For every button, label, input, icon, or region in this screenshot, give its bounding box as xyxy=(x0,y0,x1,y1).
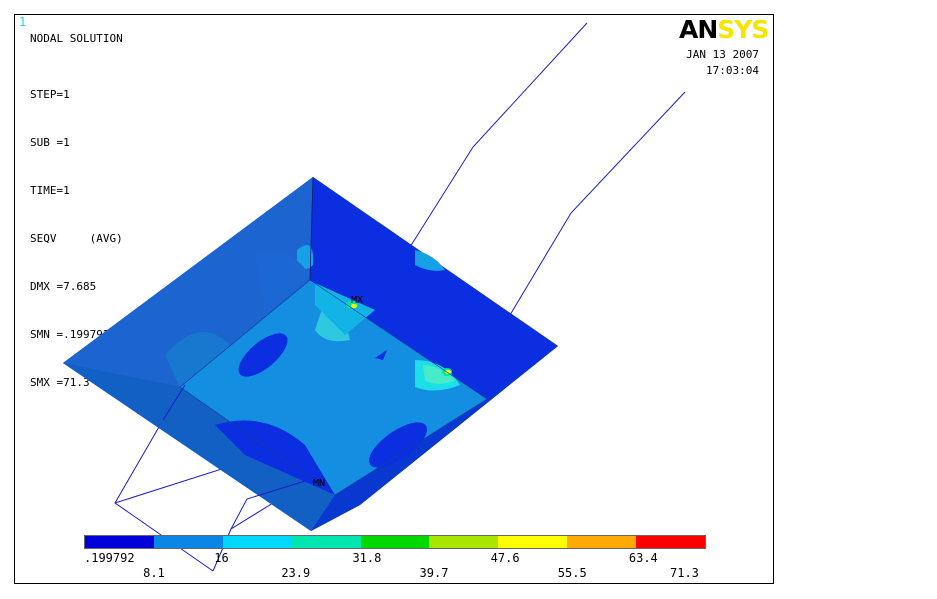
legend-label-bottom: 55.5 xyxy=(557,566,587,580)
legend-band-4 xyxy=(291,536,361,548)
legend-band-9 xyxy=(636,536,706,548)
param-dmx: DMX =7.685 xyxy=(30,280,97,293)
legend-band-7 xyxy=(498,536,568,548)
floor-edges xyxy=(179,279,488,496)
legend-label-bottom: 8.1 xyxy=(143,566,165,580)
param-step: STEP=1 xyxy=(30,88,70,101)
solution-title: NODAL SOLUTION xyxy=(30,32,123,45)
param-sub: SUB =1 xyxy=(30,136,70,149)
legend-band-3 xyxy=(222,536,292,548)
front-right-wall xyxy=(311,346,558,531)
legend-label-top: 63.4 xyxy=(628,551,658,565)
legend-label-top: 31.8 xyxy=(352,551,382,565)
legend-label-top: 47.6 xyxy=(490,551,520,565)
legend-label-bottom: 39.7 xyxy=(419,566,449,580)
front-left-wall xyxy=(63,363,335,531)
graphics-window[interactable]: 1 NODAL SOLUTION STEP=1 SUB =1 TIME=1 SE… xyxy=(14,14,774,584)
window-number: 1 xyxy=(19,15,27,29)
ansys-logo: ANSYS xyxy=(679,15,769,44)
legend-label-top: .199792 xyxy=(84,551,135,565)
max-marker: MX xyxy=(351,295,363,306)
param-time: TIME=1 xyxy=(30,184,70,197)
legend-label-bottom: 71.3 xyxy=(670,566,699,580)
param-seqv: SEQV (AVG) xyxy=(30,232,123,245)
min-marker: MN xyxy=(313,478,325,489)
left-wall xyxy=(63,177,313,387)
legend-band-8 xyxy=(567,536,637,548)
legend-band-6 xyxy=(429,536,499,548)
right-wall xyxy=(310,177,558,399)
param-smn: SMN =.199792 xyxy=(30,328,110,341)
legend-band-1 xyxy=(85,536,154,548)
legend-label-top: 16 xyxy=(214,551,229,565)
legend-band-2 xyxy=(153,536,223,548)
plot-time: 17:03:04 xyxy=(706,64,759,77)
contour-legend-bar xyxy=(84,535,706,549)
param-smx: SMX =71.3 xyxy=(30,376,90,389)
plot-date: JAN 13 2007 xyxy=(686,48,759,61)
fem-model-view[interactable]: MX MN xyxy=(15,15,774,584)
legend-band-5 xyxy=(360,536,430,548)
stress-contours xyxy=(165,245,460,495)
solution-parameters: STEP=1 SUB =1 TIME=1 SEQV (AVG) DMX =7.6… xyxy=(30,55,123,423)
legend-label-bottom: 23.9 xyxy=(281,566,311,580)
